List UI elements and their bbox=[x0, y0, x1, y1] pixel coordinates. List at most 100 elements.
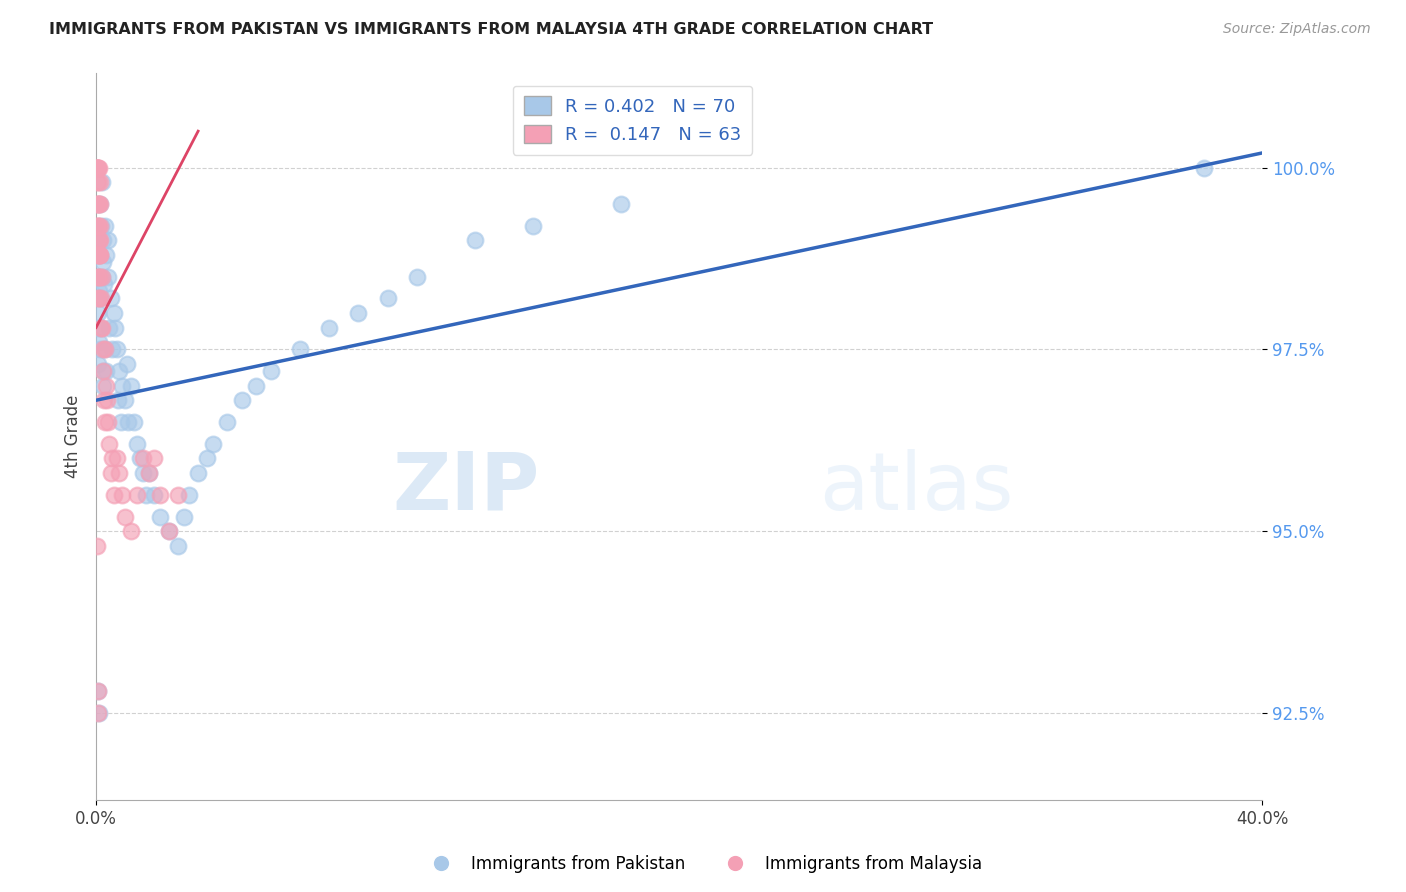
Point bbox=[122, 415, 145, 429]
Point bbox=[201, 437, 224, 451]
Point bbox=[120, 524, 142, 538]
Text: atlas: atlas bbox=[818, 449, 1014, 526]
Point bbox=[90, 320, 112, 334]
Point bbox=[179, 488, 201, 502]
Point bbox=[103, 306, 125, 320]
Point bbox=[94, 219, 117, 233]
Point bbox=[87, 233, 110, 247]
Point bbox=[114, 509, 136, 524]
Point bbox=[97, 233, 120, 247]
Point bbox=[111, 488, 134, 502]
Point bbox=[87, 161, 110, 175]
Text: IMMIGRANTS FROM PAKISTAN VS IMMIGRANTS FROM MALAYSIA 4TH GRADE CORRELATION CHART: IMMIGRANTS FROM PAKISTAN VS IMMIGRANTS F… bbox=[49, 22, 934, 37]
Point bbox=[89, 269, 111, 284]
Point bbox=[87, 219, 110, 233]
Point bbox=[91, 343, 114, 357]
Point bbox=[522, 219, 544, 233]
Point bbox=[86, 161, 108, 175]
Text: Source: ZipAtlas.com: Source: ZipAtlas.com bbox=[1223, 22, 1371, 37]
Point bbox=[86, 161, 108, 175]
Point bbox=[318, 320, 340, 334]
Point bbox=[87, 248, 110, 262]
Point bbox=[90, 269, 112, 284]
Point bbox=[149, 509, 172, 524]
Point bbox=[231, 393, 253, 408]
Legend: Immigrants from Pakistan, Immigrants from Malaysia: Immigrants from Pakistan, Immigrants fro… bbox=[418, 848, 988, 880]
Point bbox=[90, 269, 112, 284]
Y-axis label: 4th Grade: 4th Grade bbox=[65, 395, 82, 478]
Point bbox=[610, 197, 633, 211]
Point bbox=[98, 437, 121, 451]
Point bbox=[86, 269, 108, 284]
Point bbox=[86, 161, 108, 175]
Point bbox=[91, 233, 114, 247]
Point bbox=[87, 175, 110, 189]
Point bbox=[96, 378, 118, 392]
Legend: R = 0.402   N = 70, R =  0.147   N = 63: R = 0.402 N = 70, R = 0.147 N = 63 bbox=[513, 86, 752, 155]
Point bbox=[87, 197, 110, 211]
Point bbox=[87, 161, 110, 175]
Point bbox=[98, 320, 121, 334]
Point bbox=[93, 255, 115, 269]
Point bbox=[94, 415, 117, 429]
Point bbox=[166, 488, 188, 502]
Point bbox=[166, 539, 188, 553]
Point bbox=[89, 292, 111, 306]
Point bbox=[288, 343, 311, 357]
Point bbox=[97, 269, 120, 284]
Point bbox=[86, 197, 108, 211]
Point bbox=[87, 197, 110, 211]
Point bbox=[96, 364, 118, 378]
Point bbox=[94, 343, 117, 357]
Point bbox=[157, 524, 180, 538]
Point bbox=[97, 415, 120, 429]
Point bbox=[93, 393, 115, 408]
Point bbox=[86, 233, 108, 247]
Point bbox=[87, 219, 110, 233]
Point bbox=[86, 161, 108, 175]
Point bbox=[87, 706, 110, 720]
Point bbox=[157, 524, 180, 538]
Point bbox=[89, 197, 111, 211]
Point bbox=[87, 284, 110, 298]
Point bbox=[87, 684, 110, 698]
Point bbox=[93, 277, 115, 291]
Point bbox=[103, 488, 125, 502]
Point bbox=[90, 292, 112, 306]
Point bbox=[86, 292, 108, 306]
Point bbox=[377, 292, 399, 306]
Point bbox=[86, 197, 108, 211]
Point bbox=[89, 248, 111, 262]
Point bbox=[101, 343, 124, 357]
Point bbox=[464, 233, 486, 247]
Point bbox=[120, 378, 142, 392]
Point bbox=[89, 219, 111, 233]
Point bbox=[89, 248, 111, 262]
Point bbox=[87, 292, 110, 306]
Text: ZIP: ZIP bbox=[392, 449, 538, 526]
Point bbox=[93, 378, 115, 392]
Point bbox=[90, 219, 112, 233]
Point bbox=[138, 466, 160, 480]
Point bbox=[89, 175, 111, 189]
Point bbox=[90, 320, 112, 334]
Point bbox=[111, 378, 134, 392]
Point bbox=[138, 466, 160, 480]
Point bbox=[187, 466, 209, 480]
Point bbox=[89, 248, 111, 262]
Point bbox=[117, 415, 139, 429]
Point bbox=[347, 306, 370, 320]
Point bbox=[90, 175, 112, 189]
Point bbox=[86, 161, 108, 175]
Point bbox=[110, 415, 132, 429]
Point bbox=[87, 248, 110, 262]
Point bbox=[86, 248, 108, 262]
Point bbox=[115, 357, 138, 371]
Point bbox=[125, 488, 148, 502]
Point bbox=[87, 706, 110, 720]
Point bbox=[405, 269, 427, 284]
Point bbox=[89, 343, 111, 357]
Point bbox=[149, 488, 172, 502]
Point bbox=[94, 343, 117, 357]
Point bbox=[101, 451, 124, 466]
